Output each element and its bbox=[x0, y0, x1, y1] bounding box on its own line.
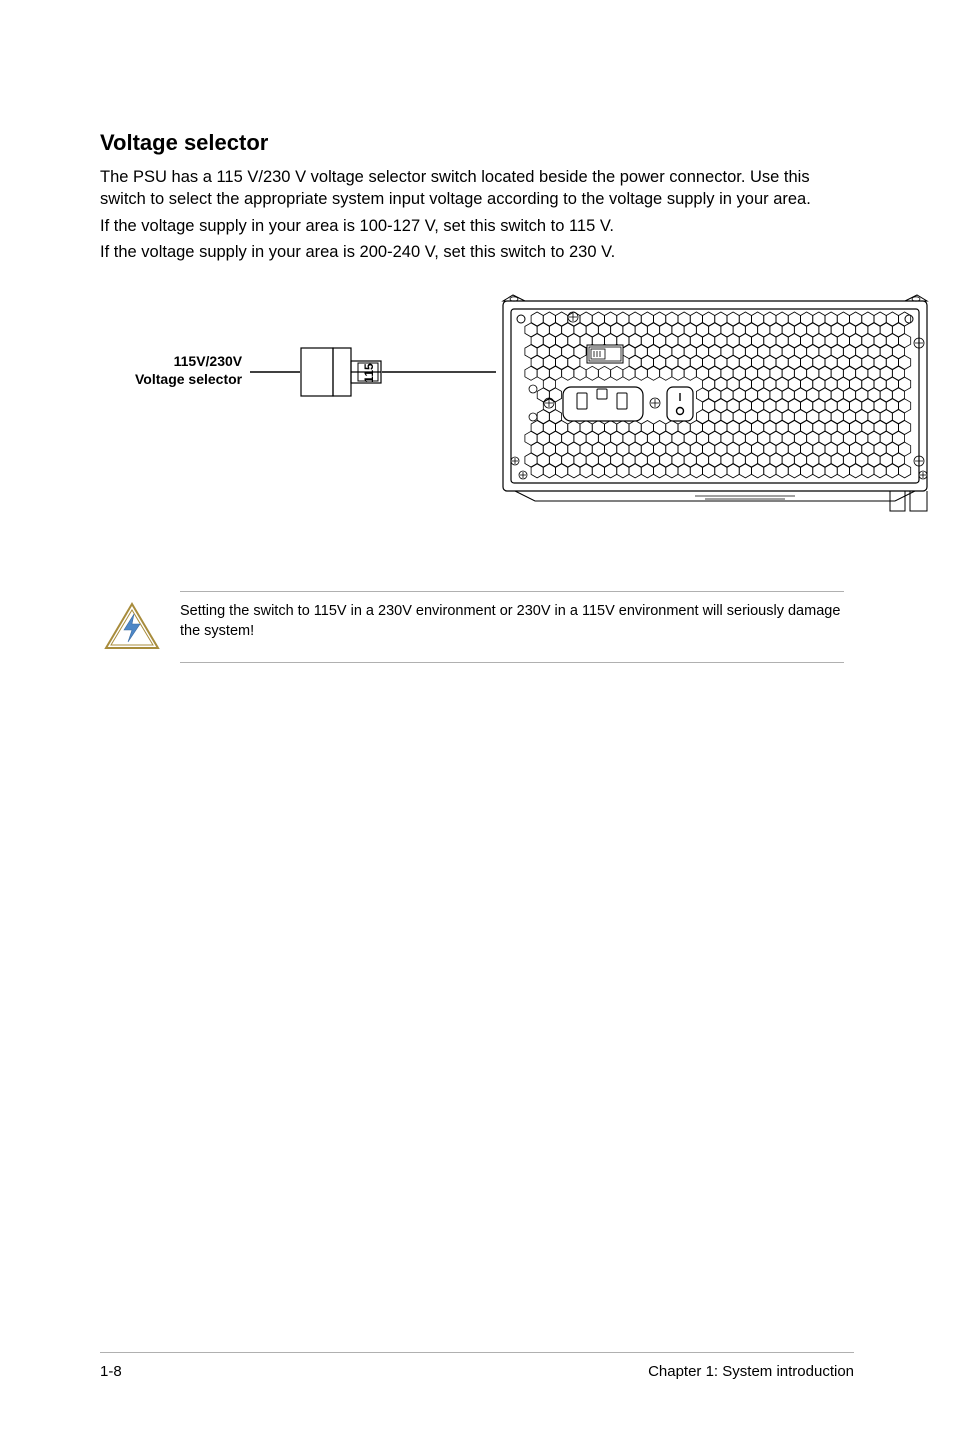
switch-text: 115 bbox=[362, 363, 376, 383]
warning-note: Setting the switch to 115V in a 230V env… bbox=[180, 591, 844, 663]
lightning-warning-icon bbox=[104, 602, 160, 650]
label-line-2: Voltage selector bbox=[135, 371, 242, 389]
callout-line-right bbox=[382, 371, 496, 373]
callout-line-left bbox=[250, 371, 300, 373]
voltage-selector-switch-drawing: 115 bbox=[300, 347, 400, 407]
paragraph-2: If the voltage supply in your area is 10… bbox=[100, 215, 854, 237]
page-footer: 1-8 Chapter 1: System introduction bbox=[100, 1352, 854, 1380]
paragraph-1: The PSU has a 115 V/230 V voltage select… bbox=[100, 166, 854, 211]
label-line-1: 115V/230V bbox=[135, 353, 242, 371]
footer-chapter: Chapter 1: System introduction bbox=[648, 1363, 854, 1380]
figure: 115V/230V Voltage selector 115 bbox=[100, 293, 860, 573]
footer-page-number: 1-8 bbox=[100, 1363, 122, 1380]
paragraph-3: If the voltage supply in your area is 20… bbox=[100, 241, 854, 263]
warning-text: Setting the switch to 115V in a 230V env… bbox=[180, 602, 844, 641]
page: Voltage selector The PSU has a 115 V/230… bbox=[0, 0, 954, 1438]
voltage-selector-label: 115V/230V Voltage selector bbox=[135, 353, 242, 388]
psu-drawing bbox=[495, 293, 935, 513]
section-heading: Voltage selector bbox=[100, 130, 854, 156]
